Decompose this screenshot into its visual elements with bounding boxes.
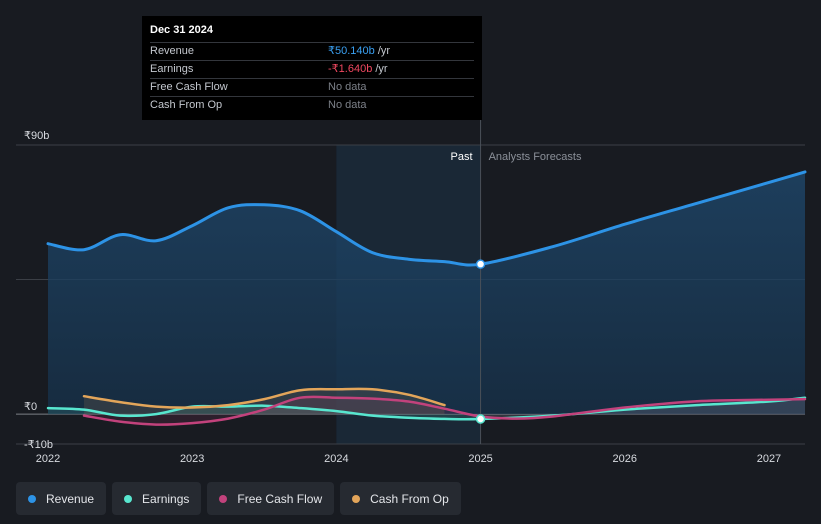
tooltip-value: -₹1.640b: [328, 63, 373, 75]
legend-label: Free Cash Flow: [237, 491, 323, 506]
tooltip-row-earnings: Earnings -₹1.640b /yr: [150, 60, 474, 78]
free-cash-flow-line: [82, 395, 807, 426]
legend-label: Revenue: [46, 491, 95, 506]
legend-dot-icon: [219, 494, 228, 503]
legend-item-cash-from-op[interactable]: Cash From Op: [340, 482, 461, 515]
earnings-highlight-point: [475, 414, 486, 424]
tooltip-label: Cash From Op: [150, 99, 223, 111]
past-label: Past: [451, 151, 473, 163]
tooltip-value: No data: [328, 81, 367, 93]
free-cash-flow-area: [84, 396, 805, 425]
x-tick-label: 2024: [324, 453, 348, 465]
revenue-area: [48, 171, 805, 415]
tooltip-unit: /yr: [372, 63, 388, 75]
legend-dot-icon: [28, 494, 36, 503]
legend-label: Cash From Op: [370, 491, 449, 506]
tooltip-row-free-cash-flow: Free Cash Flow No data: [150, 78, 474, 96]
tooltip-date: Dec 31 2024: [150, 24, 213, 36]
y-tick-label: ₹0: [24, 401, 37, 413]
tooltip-unit: /yr: [374, 45, 391, 57]
legend: Revenue Earnings Free Cash Flow Cash Fro…: [16, 482, 461, 515]
revenue-line: [46, 170, 807, 267]
legend-label: Earnings: [142, 491, 190, 506]
y-tick-label: ₹90b: [24, 130, 49, 142]
cash-from-op-line: [82, 387, 446, 409]
x-tick-label: 2023: [180, 453, 204, 465]
tooltip: Dec 31 2024 Revenue ₹50.140b /yr Earning…: [142, 16, 482, 120]
x-tick-label: 2027: [757, 453, 781, 465]
legend-item-earnings[interactable]: Earnings: [112, 482, 202, 515]
x-tick-label: 2026: [613, 453, 637, 465]
forecast-label: Analysts Forecasts: [489, 151, 582, 163]
legend-dot-icon: [124, 494, 133, 503]
y-tick-label: -₹10b: [24, 439, 53, 451]
tooltip-value: No data: [328, 99, 367, 111]
tooltip-value: ₹50.140b: [328, 45, 375, 57]
tooltip-row-revenue: Revenue ₹50.140b /yr: [150, 42, 474, 60]
legend-item-free-cash-flow[interactable]: Free Cash Flow: [207, 482, 335, 515]
tooltip-row-cash-from-op: Cash From Op No data: [150, 96, 474, 114]
earnings-area: [48, 397, 805, 420]
revenue-highlight-point: [475, 259, 486, 269]
tooltip-label: Revenue: [150, 45, 195, 57]
x-tick-label: 2025: [468, 453, 492, 465]
earnings-line: [46, 396, 807, 421]
legend-dot-icon: [352, 494, 361, 503]
x-tick-label: 2022: [36, 453, 60, 465]
legend-item-revenue[interactable]: Revenue: [16, 482, 107, 515]
tooltip-label: Free Cash Flow: [150, 81, 228, 93]
tooltip-label: Earnings: [150, 63, 194, 75]
